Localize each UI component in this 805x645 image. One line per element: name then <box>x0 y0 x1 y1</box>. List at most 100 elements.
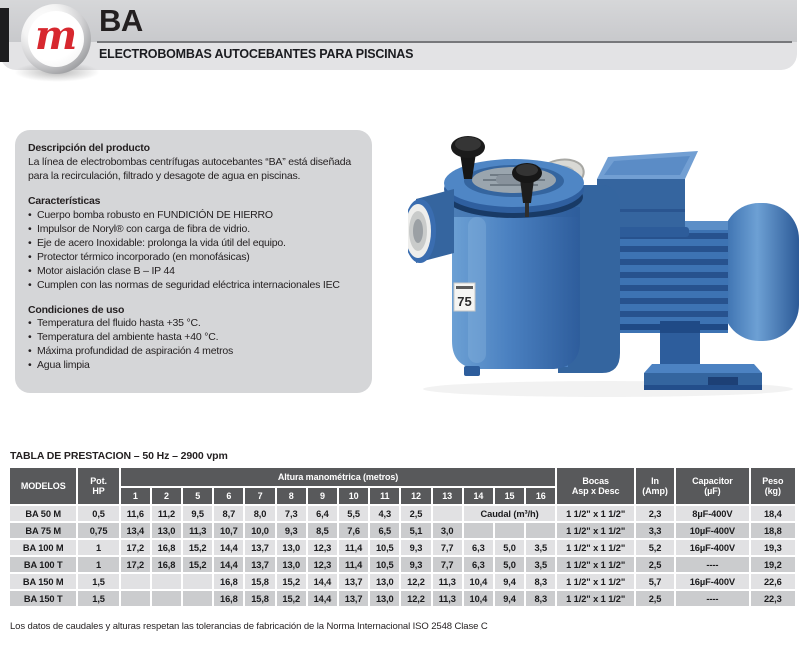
header-line: Bocas <box>582 475 609 486</box>
table-row: BA 75 M 0,75 13,4 13,0 11,3 10,7 10,0 9,… <box>10 523 795 538</box>
brand-m-icon: m <box>34 12 78 59</box>
altura-cell: 10,4 <box>463 591 493 606</box>
altura-cell: 7,7 <box>432 557 462 572</box>
altura-cell: 13,0 <box>276 540 306 555</box>
bocas-cell: 1 1/2" x 1 1/2" <box>557 523 634 538</box>
header-line: (Amp) <box>642 486 668 496</box>
altura-cell: 15,2 <box>183 540 213 555</box>
model-cell: BA 100 M <box>10 540 77 555</box>
strainer-pot <box>452 207 580 369</box>
bocas-cell: 1 1/2" x 1 1/2" <box>557 540 634 555</box>
altura-col-header: 8 <box>276 488 306 504</box>
altura-cell: 5,0 <box>494 540 525 555</box>
altura-col-header: 9 <box>307 488 338 504</box>
table-header-row: MODELOS Pot. HP Altura manométrica (metro… <box>10 468 795 504</box>
altura-cell: 3,5 <box>526 557 556 572</box>
altura-cell: 11,3 <box>183 523 213 538</box>
col-header-bocas: Bocas Asp x Desc <box>557 468 634 504</box>
peso-cell: 19,3 <box>750 540 795 555</box>
product-info-box: Descripción del producto La línea de ele… <box>15 130 372 393</box>
altura-cell: 14,4 <box>214 557 244 572</box>
altura-cell: 9,3 <box>276 523 306 538</box>
pot-cell: 1 <box>78 540 119 555</box>
header-divider <box>97 41 792 43</box>
pot-highlight <box>468 217 486 363</box>
header-band-bottom <box>0 42 797 70</box>
altura-col-header: 10 <box>339 488 369 504</box>
altura-cell: 4,3 <box>370 506 400 521</box>
table-row: BA 150 M 1,5 16,8 15,8 15,2 14,4 13,7 13… <box>10 574 795 589</box>
feature-item: Motor aislación clase B – IP 44 <box>28 265 359 279</box>
motor-foot <box>644 321 762 390</box>
conditions-heading: Condiciones de uso <box>28 303 125 316</box>
altura-cell <box>494 523 525 538</box>
svg-text:75: 75 <box>457 294 471 309</box>
altura-cell: 7,6 <box>339 523 369 538</box>
altura-cell: 13,7 <box>245 540 275 555</box>
col-header-pot: Pot. HP <box>78 468 119 504</box>
table-row: BA 50 M 0,5 11,6 11,2 9,5 8,7 8,0 7,3 6,… <box>10 506 795 521</box>
altura-cell: 5,1 <box>401 523 431 538</box>
in-cell: 2,5 <box>635 557 675 572</box>
feature-item: Impulsor de Noryl® con carga de fibra de… <box>28 223 359 237</box>
pot-cell: 0,5 <box>78 506 119 521</box>
altura-cell <box>463 523 493 538</box>
in-cell: 2,3 <box>635 506 675 521</box>
altura-col-header: 6 <box>214 488 244 504</box>
altura-cell: 3,0 <box>432 523 462 538</box>
pot-cell: 0,75 <box>78 523 119 538</box>
altura-cell: 8,5 <box>307 523 338 538</box>
table-title: TABLA DE PRESTACION – 50 Hz – 2900 vpm <box>10 450 228 462</box>
in-cell: 2,5 <box>635 591 675 606</box>
table-row: BA 100 M 1 17,2 16,8 15,2 14,4 13,7 13,0… <box>10 540 795 555</box>
altura-cell: 14,4 <box>307 591 338 606</box>
altura-cell: 12,2 <box>401 591 431 606</box>
altura-cell <box>120 574 150 589</box>
altura-cell: 10,0 <box>245 523 275 538</box>
col-header-altura-group: Altura manométrica (metros) <box>120 468 556 486</box>
altura-cell <box>526 523 556 538</box>
altura-cell: 11,3 <box>432 591 462 606</box>
altura-cell: 14,4 <box>307 574 338 589</box>
altura-cell: 8,7 <box>214 506 244 521</box>
altura-cell: 13,0 <box>276 557 306 572</box>
altura-cell: 13,7 <box>245 557 275 572</box>
altura-cell: 11,4 <box>339 557 369 572</box>
header-band <box>0 0 797 70</box>
header-line: Asp x Desc <box>571 486 620 496</box>
altura-cell: 12,3 <box>307 557 338 572</box>
pot-cell: 1 <box>78 557 119 572</box>
bocas-cell: 1 1/2" x 1 1/2" <box>557 557 634 572</box>
header-line: Capacitor <box>692 475 733 486</box>
pump-label: 75 <box>453 282 476 312</box>
motor-fins <box>616 221 728 333</box>
altura-cell: 9,3 <box>401 557 431 572</box>
altura-cell: 9,4 <box>494 591 525 606</box>
features-heading: Características <box>28 194 101 207</box>
altura-cell: 15,2 <box>183 557 213 572</box>
altura-col-header: 1 <box>120 488 150 504</box>
table-row: BA 150 T 1,5 16,8 15,8 15,2 14,4 13,7 13… <box>10 591 795 606</box>
altura-cell: 5,5 <box>339 506 369 521</box>
in-cell: 3,3 <box>635 523 675 538</box>
capacitor-cell: 10µF-400V <box>676 523 749 538</box>
altura-col-header: 7 <box>245 488 275 504</box>
altura-cell: 11,4 <box>339 540 369 555</box>
altura-cell: 8,0 <box>245 506 275 521</box>
feature-item: Protector térmico incorporado (en monofá… <box>28 251 359 265</box>
model-cell: BA 50 M <box>10 506 77 521</box>
altura-cell: 13,0 <box>151 523 182 538</box>
product-image-pump: 75 <box>408 136 799 397</box>
altura-col-header: 12 <box>401 488 431 504</box>
altura-col-header: 16 <box>526 488 556 504</box>
altura-col-header: 14 <box>463 488 493 504</box>
altura-cell: 15,2 <box>276 591 306 606</box>
header-line: HP <box>92 486 105 496</box>
in-cell: 5,2 <box>635 540 675 555</box>
capacitor-cell: 8µF-400V <box>676 506 749 521</box>
altura-cell: 13,4 <box>120 523 150 538</box>
conditions-list: Temperatura del fluido hasta +35 °C. Tem… <box>28 317 359 373</box>
altura-cell: 12,3 <box>307 540 338 555</box>
condition-item: Temperatura del fluido hasta +35 °C. <box>28 317 359 331</box>
header-line: (µF) <box>704 486 721 496</box>
